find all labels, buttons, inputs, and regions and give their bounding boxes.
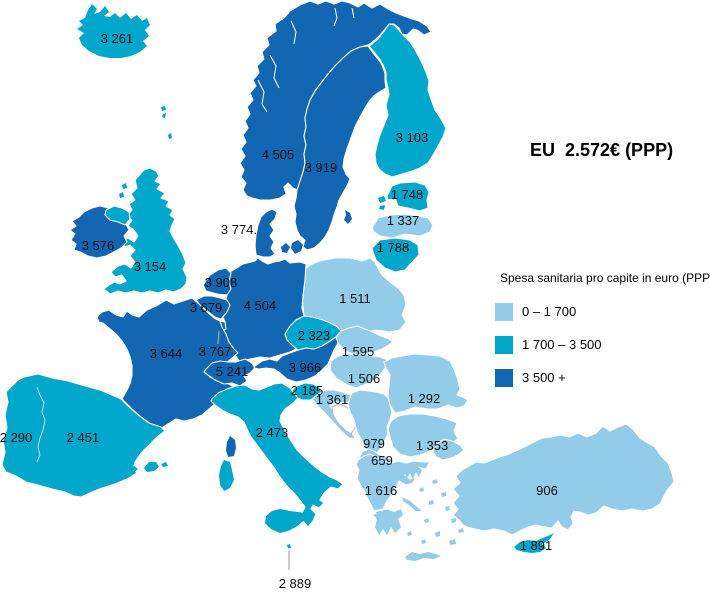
svg-text:906: 906 [536,483,558,498]
svg-text:2 889: 2 889 [279,576,312,591]
svg-text:Spesa sanitaria pro capite in: Spesa sanitaria pro capite in euro (PPP) [500,271,710,285]
svg-text:1 595: 1 595 [342,344,375,359]
svg-text:1 748: 1 748 [391,187,424,202]
svg-text:1 337: 1 337 [387,213,420,228]
svg-text:2 185: 2 185 [291,383,324,398]
svg-text:3 919: 3 919 [305,160,338,175]
svg-text:3 500 +: 3 500 + [522,370,566,385]
svg-text:3 261: 3 261 [101,31,134,46]
svg-text:3 154: 3 154 [134,259,167,274]
svg-text:979: 979 [363,436,385,451]
svg-text:3 576: 3 576 [82,238,115,253]
svg-text:1 616: 1 616 [365,483,398,498]
svg-text:0 – 1 700: 0 – 1 700 [522,304,576,319]
svg-text:4 504: 4 504 [244,298,277,313]
svg-text:1 361: 1 361 [316,392,349,407]
svg-text:EU 2.572€ (PPP): EU 2.572€ (PPP) [530,140,673,160]
svg-text:659: 659 [371,453,393,468]
svg-text:5 241: 5 241 [216,364,249,379]
svg-text:2 473: 2 473 [256,425,289,440]
svg-text:4 505: 4 505 [262,147,295,162]
svg-text:1 700 – 3 500: 1 700 – 3 500 [522,337,602,352]
svg-text:1 788: 1 788 [377,240,410,255]
svg-text:3 774.: 3 774. [221,222,257,237]
svg-text:2 451: 2 451 [67,430,100,445]
svg-text:1 511: 1 511 [339,291,371,306]
svg-text:3 644: 3 644 [150,346,183,361]
svg-text:3 679: 3 679 [190,300,223,315]
svg-text:1 292: 1 292 [408,391,441,406]
svg-text:1 891: 1 891 [520,538,553,553]
svg-text:2 290: 2 290 [0,430,32,445]
svg-text:3 966: 3 966 [289,360,322,375]
svg-text:3 103: 3 103 [396,130,429,145]
svg-text:1 353: 1 353 [416,438,449,453]
svg-text:3 908: 3 908 [205,275,238,290]
svg-text:3 767: 3 767 [199,344,232,359]
svg-text:1 506: 1 506 [348,371,381,386]
svg-text:2 323: 2 323 [298,328,331,343]
